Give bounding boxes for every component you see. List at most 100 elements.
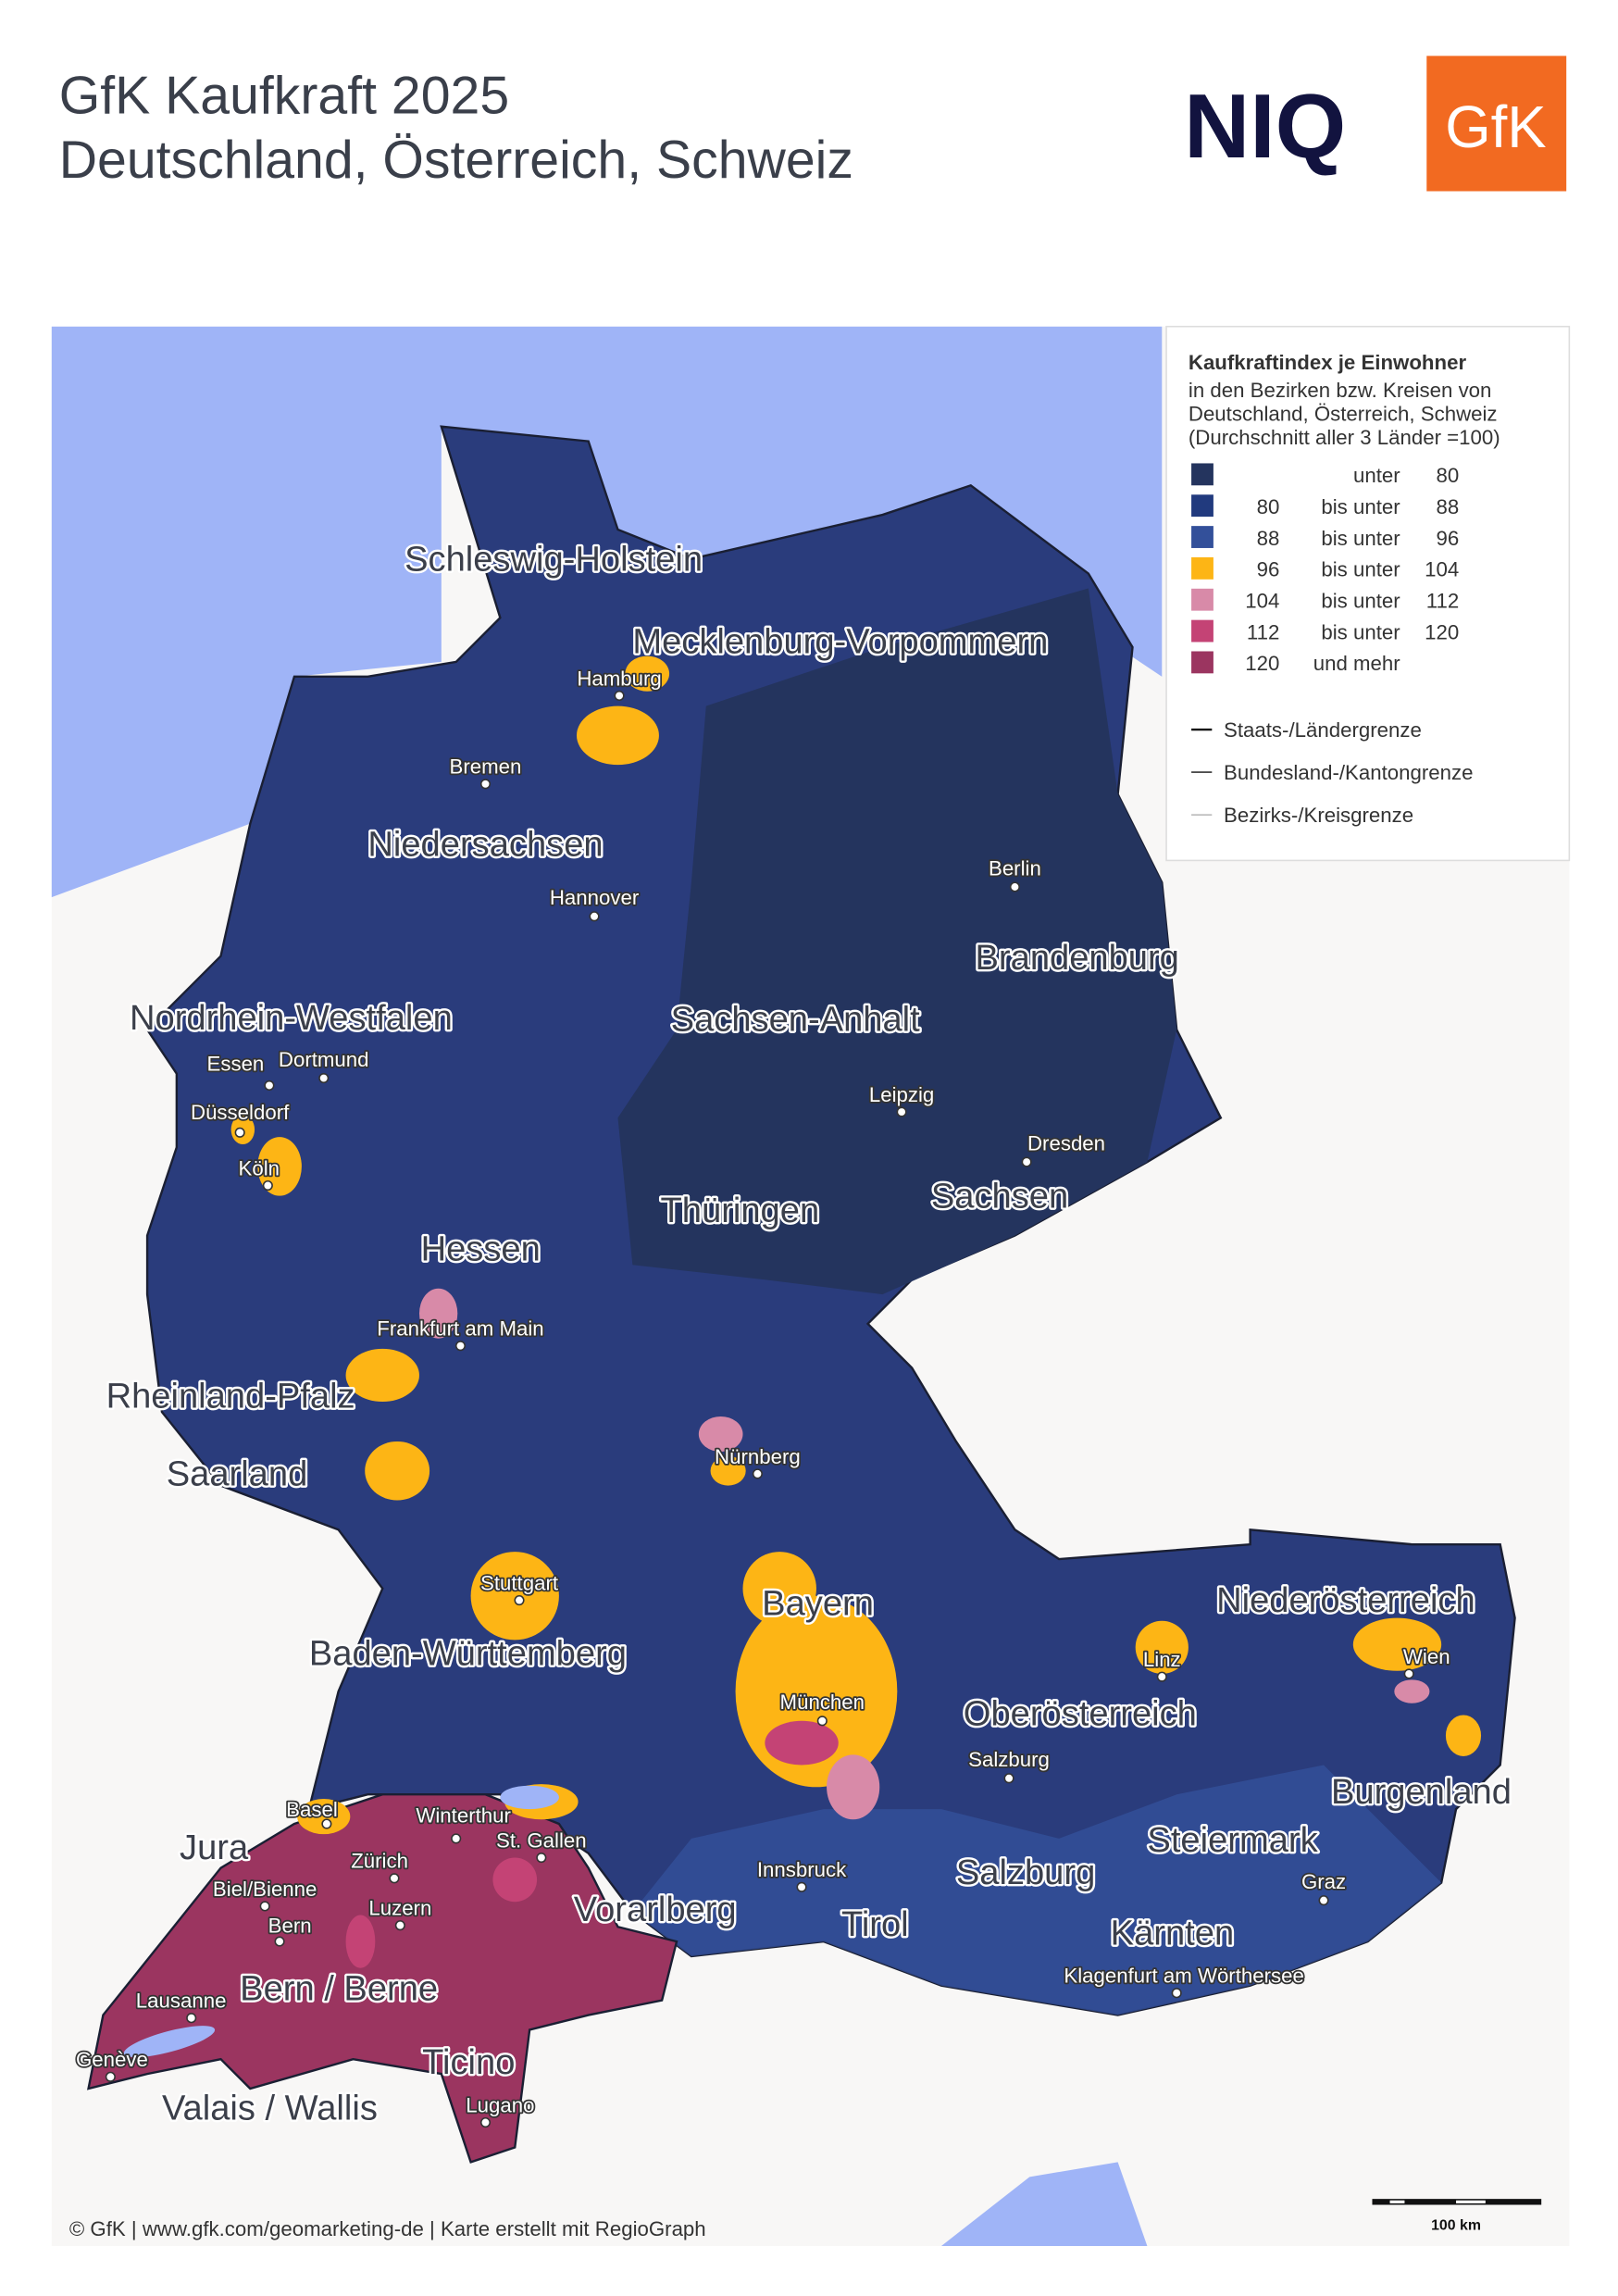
area [710, 1455, 746, 1486]
area [365, 1441, 430, 1501]
legend: Kaufkraftindex je Einwohner in den Bezir… [1165, 325, 1571, 862]
region-label: Bern / Berne [240, 1969, 438, 2009]
legend-connector: unter [1353, 464, 1400, 487]
city-dot [1318, 1895, 1329, 1906]
legend-swatch [1191, 526, 1214, 548]
city-label: Wien [1403, 1645, 1450, 1668]
area [1445, 1715, 1482, 1756]
legend-from: 80 [1257, 495, 1280, 518]
city-label: Dresden [1027, 1131, 1105, 1154]
city-label: Zürich [351, 1850, 408, 1873]
area [827, 1754, 880, 1820]
legend-connector: bis unter [1321, 589, 1400, 612]
city-dot [1156, 1671, 1167, 1682]
city-dot [752, 1468, 763, 1479]
region-label: Mecklenburg-Vorpommern [632, 621, 1048, 661]
legend-from: 112 [1247, 620, 1279, 643]
legend-classes: unter 80 80 bis unter 88 88 bis unter 96 96 bis u… [1191, 463, 1459, 675]
area [698, 1416, 743, 1453]
city-dot [105, 2071, 116, 2082]
city-label: Graz [1301, 1870, 1346, 1893]
region-label: Niederösterreich [1216, 1580, 1475, 1620]
city-label: Winterthur [416, 1803, 511, 1827]
region-label: Burgenland [1331, 1772, 1512, 1812]
legend-swatch [1191, 556, 1214, 580]
legend-to: 112 [1426, 589, 1459, 612]
city-dot [1009, 881, 1020, 892]
area [345, 1348, 419, 1403]
city-dot [796, 1881, 807, 1892]
legend-swatch [1191, 651, 1214, 674]
region-label: Rheinland-Pfalz [106, 1376, 355, 1416]
area [297, 1799, 351, 1835]
city-dot [816, 1716, 828, 1727]
legend-subtitle: Deutschland, Österreich, Schweiz [1189, 402, 1498, 425]
footer-credit: © GfK | www.gfk.com/geomarketing-de | Ka… [69, 2217, 706, 2240]
city-label: Köln [239, 1156, 280, 1179]
area [470, 1552, 559, 1641]
city-dot [321, 1818, 332, 1829]
sea [51, 326, 1163, 898]
city-dot [394, 1920, 405, 1931]
region-label: Ticino [422, 2042, 515, 2082]
city-label: Lugano [466, 2093, 534, 2116]
city-dot [1171, 1988, 1182, 1999]
city-label: Linz [1143, 1648, 1181, 1671]
city-label: Berlin [989, 856, 1041, 880]
legend-from: 88 [1257, 527, 1280, 550]
city-label: Hamburg [577, 667, 661, 690]
legend-border: Staats-/Ländergrenze [1224, 718, 1422, 742]
legend-subtitle: in den Bezirken bzw. Kreisen von [1189, 379, 1492, 402]
region-label: Nordrhein-Westfalen [130, 998, 453, 1038]
region-label: Brandenburg [976, 938, 1179, 978]
region-label: Jura [180, 1828, 249, 1867]
city-dot [234, 1127, 245, 1138]
gfk-logo: GfK [1445, 94, 1546, 160]
city-dot [536, 1852, 547, 1864]
legend-connector: bis unter [1321, 527, 1400, 550]
area [742, 1552, 816, 1626]
area [1394, 1679, 1430, 1703]
city-label: Bern [268, 1915, 312, 1938]
scale-bar-tick [1389, 2200, 1405, 2203]
city-label: Basel [286, 1798, 338, 1821]
region-label: Saarland [167, 1454, 308, 1494]
city-dot [479, 2116, 492, 2128]
region-label: Sachsen-Anhalt [671, 1000, 920, 1040]
region-label: Oberösterreich [964, 1694, 1197, 1734]
area [625, 655, 670, 692]
region-label: Salzburg [956, 1853, 1095, 1892]
region-label: Niedersachsen [367, 825, 603, 865]
city-label: Düsseldorf [191, 1101, 290, 1124]
city-label: Bremen [450, 755, 522, 779]
city-dot [514, 1594, 525, 1606]
area [1352, 1617, 1442, 1671]
city-label: München [780, 1691, 865, 1714]
city-label: Leipzig [869, 1083, 934, 1106]
legend-border: Bundesland-/Kantongrenze [1224, 761, 1473, 784]
legend-to: 120 [1425, 620, 1459, 643]
city-dot [186, 2013, 197, 2024]
city-dot [259, 1901, 270, 1912]
area [345, 1915, 376, 1968]
legend-title: Kaufkraftindex je Einwohner [1189, 351, 1467, 374]
scale-bar-tick [1456, 2200, 1486, 2203]
city-dot [614, 690, 625, 702]
city-label: Biel/Bienne [213, 1878, 317, 1901]
niq-logo: NIQ [1184, 75, 1346, 177]
city-dot [896, 1106, 907, 1117]
legend-connector: bis unter [1321, 620, 1400, 643]
city-label: Nürnberg [715, 1445, 801, 1468]
city-label: Salzburg [968, 1748, 1050, 1771]
area [418, 1288, 458, 1339]
region-label: Kärnten [1111, 1913, 1234, 1953]
city-dot [479, 779, 492, 790]
legend-connector: und mehr [1313, 652, 1401, 675]
region-label: Hessen [421, 1229, 541, 1269]
legend-from: 104 [1245, 589, 1279, 612]
city-dot [262, 1179, 273, 1192]
austria-south [632, 1765, 1442, 2015]
title-line: GfK Kaufkraft 2025 [59, 66, 509, 125]
legend-swatch [1191, 588, 1214, 611]
